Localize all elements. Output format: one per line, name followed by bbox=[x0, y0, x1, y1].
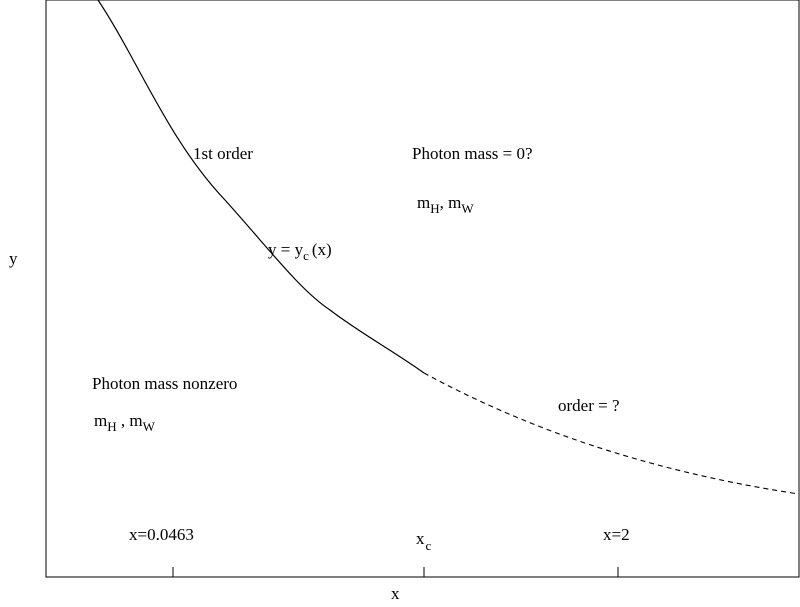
plot-frame bbox=[45, 0, 800, 578]
unknown-order-label: order = ? bbox=[558, 396, 620, 415]
tick-label-xc-main: x bbox=[416, 529, 425, 548]
first-order-label: 1st order bbox=[193, 144, 253, 163]
massive-mass-2-sub: W bbox=[143, 419, 156, 434]
curve-equation-tail: (x) bbox=[312, 240, 332, 259]
massive-phase-title: Photon mass nonzero bbox=[92, 374, 237, 393]
curve-equation-sub: c bbox=[303, 248, 309, 263]
curve-equation-label: y = yc (x) bbox=[268, 240, 332, 263]
y-axis-label: y bbox=[9, 249, 18, 268]
massless-mass-2-sub: W bbox=[461, 201, 474, 216]
tick-label-x-0.0463: x=0.0463 bbox=[129, 525, 194, 544]
massive-mass-2: m bbox=[129, 411, 142, 430]
unknown-order-transition-line bbox=[423, 372, 800, 495]
first-order-transition-line bbox=[97, 0, 425, 374]
massless-separator: , bbox=[440, 193, 449, 212]
massive-phase-masses: mH , mW bbox=[94, 411, 156, 434]
massless-phase-masses: mH, mW bbox=[417, 193, 474, 216]
massless-mass-1-sub: H bbox=[430, 201, 439, 216]
massive-mass-1-sub: H bbox=[107, 419, 116, 434]
massless-mass-1: m bbox=[417, 193, 430, 212]
x-axis-label: x bbox=[391, 584, 400, 603]
tick-label-xc: xc bbox=[416, 529, 432, 553]
massive-separator: , bbox=[117, 411, 130, 430]
massive-mass-1: m bbox=[94, 411, 107, 430]
massless-phase-title: Photon mass = 0? bbox=[412, 144, 533, 163]
curve-equation-main: y = y bbox=[268, 240, 304, 259]
tick-label-x-2: x=2 bbox=[603, 525, 630, 544]
tick-label-xc-sub: c bbox=[426, 538, 432, 553]
massless-mass-2: m bbox=[448, 193, 461, 212]
